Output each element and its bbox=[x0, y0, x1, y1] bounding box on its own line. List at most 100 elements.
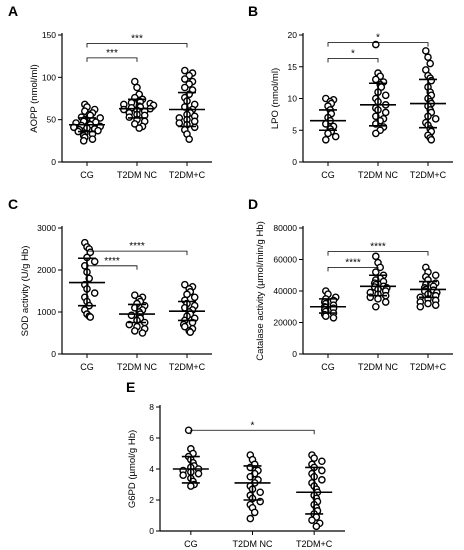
panel-b-point-2-2 bbox=[426, 59, 435, 68]
panel-b-ytick-label-4: 20 bbox=[288, 30, 298, 40]
panel-d-significance-label-0: **** bbox=[345, 257, 361, 268]
panel-b-point-2-0 bbox=[421, 47, 430, 55]
panel-c: C 0 1000 2000 3000 SOD activity (U/g Hb) CG T2D… bbox=[8, 196, 212, 372]
panel-a: A 0 50 100 150 AOPP (nmol/ml) CG T2DM NC T2DM+C *… bbox=[8, 3, 212, 180]
panel-b-point-2-1 bbox=[424, 53, 432, 62]
panel-d-point-1-0 bbox=[371, 252, 380, 261]
panel-a-point-2-6 bbox=[180, 83, 189, 92]
panel-a-point-2-0 bbox=[180, 66, 189, 75]
panel-b-ytick-label-0: 0 bbox=[292, 157, 297, 167]
panel-e-ytick-label-4: 8 bbox=[149, 402, 154, 412]
panel-c-ytick-label-0: 0 bbox=[51, 349, 56, 359]
panel-a-category-label-1: T2DM NC bbox=[117, 170, 157, 180]
panel-e-category-label-1: T2DM NC bbox=[233, 539, 273, 549]
panel-d-point-2-21 bbox=[416, 302, 425, 311]
panel-c-point-2-18 bbox=[180, 322, 189, 331]
panel-b-significance-label-0: * bbox=[351, 48, 355, 59]
panel-a-point-0-29 bbox=[79, 137, 88, 145]
panel-b-point-0-15 bbox=[321, 135, 330, 144]
panel-b-significance-bracket-0 bbox=[327, 58, 379, 63]
panel-c-point-2-0 bbox=[180, 280, 189, 289]
panel-c-significance-label-0: **** bbox=[104, 256, 120, 267]
panel-e-category-label-2: T2DM+C bbox=[296, 539, 333, 549]
panel-e-point-2-8 bbox=[318, 476, 326, 484]
panel-d-significance-bracket-1 bbox=[327, 251, 429, 256]
panel-d-ytick-label-4: 80000 bbox=[273, 223, 297, 233]
panel-d-point-0-16 bbox=[329, 313, 338, 322]
panel-d-ytick-label-2: 40000 bbox=[273, 286, 297, 296]
panel-d-point-0-15 bbox=[321, 312, 330, 321]
panel-a-ytick-label-3: 150 bbox=[42, 30, 56, 40]
panel-b-point-1-8 bbox=[381, 91, 390, 100]
panel-d-ytick-label-0: 0 bbox=[292, 349, 297, 359]
panel-a-point-1-26 bbox=[135, 124, 143, 132]
panel-d-point-1-21 bbox=[371, 302, 380, 311]
panel-c-significance-bracket-1 bbox=[86, 250, 188, 256]
panel-e-ytick-label-3: 6 bbox=[149, 433, 154, 443]
panel-c-point-0-11 bbox=[90, 289, 99, 297]
panel-e: E 0 2 4 6 8 G6PD (µmol/g Hb) CG T2DM NC T2DM+C * bbox=[126, 379, 345, 549]
panel-a-significance-label-1: *** bbox=[131, 33, 143, 44]
panel-a-significance-label-0: *** bbox=[106, 48, 118, 59]
panel-c-point-1-18 bbox=[130, 327, 139, 335]
panel-a-point-0-28 bbox=[88, 135, 97, 143]
panel-c-point-1-0 bbox=[130, 291, 139, 300]
panel-c-ytick-label-2: 2000 bbox=[37, 265, 56, 275]
panel-d-point-1-19 bbox=[374, 295, 382, 303]
panel-c-ylabel: SOD activity (U/g Hb) bbox=[20, 246, 31, 337]
panel-e-point-1-18 bbox=[246, 514, 255, 523]
panel-d-category-label-1: T2DM NC bbox=[358, 362, 398, 372]
panel-c-category-label-0: CG bbox=[80, 362, 94, 372]
panel-e-point-0-16 bbox=[187, 482, 195, 490]
panel-a-point-0-22 bbox=[94, 126, 102, 135]
panel-e-point-1-17 bbox=[250, 508, 259, 517]
panel-a-point-1-1 bbox=[133, 83, 141, 92]
panel-b-ytick-label-3: 15 bbox=[288, 62, 298, 72]
panel-d-point-2-2 bbox=[431, 271, 440, 280]
panel-e-point-1-11 bbox=[256, 488, 265, 497]
panel-a-point-2-23 bbox=[190, 123, 199, 132]
panel-e-ytick-label-0: 0 bbox=[149, 526, 154, 536]
panel-b-point-0-13 bbox=[324, 129, 332, 138]
panel-b-significance-label-1: * bbox=[376, 33, 380, 44]
panel-d-point-1-20 bbox=[381, 298, 390, 306]
panel-a-point-1-24 bbox=[130, 120, 139, 128]
panel-b-ylabel: LPO (nmol/ml) bbox=[270, 68, 281, 129]
panel-a-point-2-3 bbox=[180, 75, 189, 83]
panel-d-category-label-2: T2DM+C bbox=[410, 362, 447, 372]
panel-e-point-0-11 bbox=[194, 469, 203, 478]
panel-e-ytick-label-2: 4 bbox=[149, 464, 154, 474]
panel-c-point-2-5 bbox=[190, 293, 199, 302]
panel-a-category-label-0: CG bbox=[80, 170, 94, 180]
panel-e-point-2-5 bbox=[318, 466, 326, 475]
panel-b-category-label-0: CG bbox=[321, 170, 335, 180]
panel-a-significance-bracket-1 bbox=[86, 43, 188, 48]
panel-b-significance-bracket-1 bbox=[327, 42, 429, 47]
panel-b-point-2-24 bbox=[427, 135, 436, 144]
panel-e-point-0-12 bbox=[179, 471, 187, 480]
panel-b: B 0 5 10 15 20 LPO (nmol/ml) CG T2DM NC T2DM+C * * bbox=[248, 3, 453, 180]
panel-d-significance-bracket-0 bbox=[327, 266, 379, 272]
panel-a-ytick-label-0: 0 bbox=[51, 157, 56, 167]
panel-c-point-0-5 bbox=[90, 257, 99, 266]
panel-c-ytick-label-1: 1000 bbox=[37, 307, 56, 317]
panel-e-point-2-21 bbox=[308, 516, 316, 524]
panel-a-point-1-21 bbox=[125, 113, 134, 121]
panel-d-point-2-19 bbox=[424, 299, 432, 308]
panel-d-ytick-label-3: 60000 bbox=[273, 255, 297, 265]
panel-a-point-0-8 bbox=[96, 114, 104, 122]
panel-e-point-2-2 bbox=[318, 457, 326, 466]
panel-e-point-2-1 bbox=[310, 454, 318, 462]
panel-d-category-label-0: CG bbox=[321, 362, 335, 372]
panel-c-point-2-21 bbox=[186, 328, 195, 336]
panel-a-significance-bracket-0 bbox=[86, 57, 138, 62]
panel-e-significance-bracket-0 bbox=[190, 429, 315, 435]
panel-e-ytick-label-1: 2 bbox=[149, 495, 154, 505]
panel-e-letter: E bbox=[126, 379, 135, 395]
panel-b-category-label-2: T2DM+C bbox=[410, 170, 447, 180]
panel-d: D 0 20000 40000 60000 80000 Catalase activity … bbox=[248, 196, 453, 372]
panel-b-point-1-14 bbox=[381, 108, 390, 117]
panel-e-category-label-0: CG bbox=[184, 539, 198, 549]
panel-d-ytick-label-1: 20000 bbox=[273, 318, 297, 328]
panel-b-point-2-17 bbox=[431, 115, 440, 123]
